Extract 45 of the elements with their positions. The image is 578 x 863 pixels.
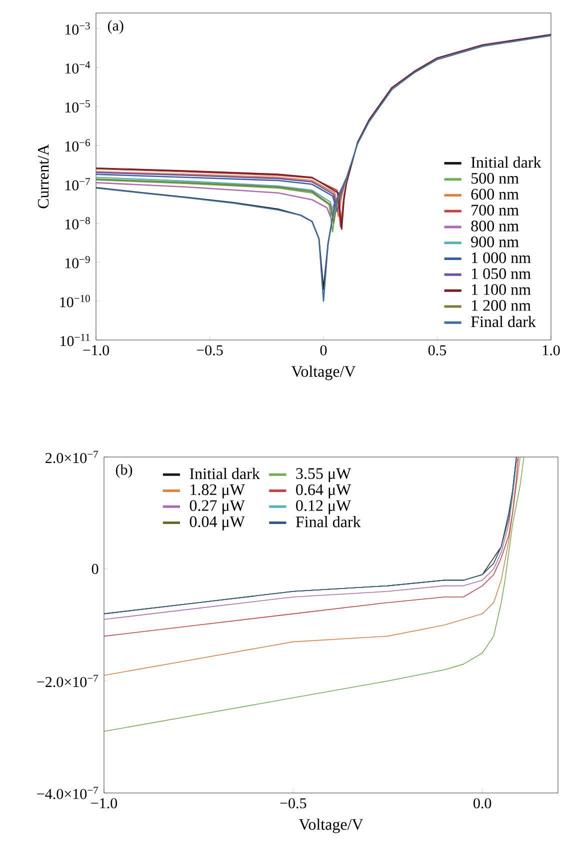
annotation: (a): [108, 20, 124, 34]
x-tick-label: 0: [320, 345, 327, 356]
legend-label: 3.55 μW: [296, 468, 352, 482]
legend-label: 1 200 nm: [472, 300, 531, 311]
legend-label: 700 nm: [472, 204, 519, 216]
x-tick-label: −1.0: [83, 345, 110, 356]
x-tick-label: −0.5: [280, 798, 306, 808]
y-tick-label: 10$^{−7}$: [65, 178, 90, 190]
x-tick-label: 1.0: [542, 345, 560, 356]
y-tick-label: 10$^{−11}$: [60, 334, 90, 346]
y-tick-label: 10$^{−4}$: [65, 61, 90, 74]
legend-label: 900 nm: [471, 236, 519, 248]
x-axis-title: Voltage/V: [291, 366, 356, 380]
legend-label: 0.27 μW: [190, 500, 245, 514]
y-tick-label: 2.0×10$^{−7}$: [46, 450, 98, 464]
legend-label: 0.12 μW: [296, 500, 352, 514]
annotation: (b): [116, 464, 132, 478]
y-tick-label: 10$^{−3}$: [65, 22, 90, 35]
y-tick-label: 10$^{−9}$: [65, 256, 90, 268]
legend-label: 1 000 nm: [472, 252, 531, 264]
y-tick-label: −2.0×10$^{−7}$: [37, 674, 98, 688]
x-tick-label: −0.5: [196, 345, 223, 356]
legend-label: 0.04 μW: [190, 516, 245, 530]
y-tick-label: 10$^{−10}$: [60, 294, 90, 308]
legend-label: 800 nm: [471, 220, 519, 232]
y-tick-label: 0: [92, 564, 98, 574]
x-tick-label: 0.5: [428, 345, 446, 356]
x-axis-title: Voltage/V: [298, 818, 364, 834]
x-tick-label: 0.0: [474, 798, 492, 808]
legend-label: Final dark: [471, 316, 536, 328]
y-tick-label: 10$^{−6}$: [65, 139, 90, 152]
legend-label: 1 050 nm: [472, 268, 531, 280]
y-tick-label: 10$^{−8}$: [65, 217, 90, 230]
y-axis-title: Current/A: [38, 144, 49, 208]
y-tick-label: 10$^{−5}$: [65, 100, 90, 112]
legend-label: Initial dark: [190, 468, 260, 480]
legend-label: 600 nm: [471, 188, 519, 200]
x-tick-label: −1.0: [91, 798, 118, 808]
legend-label: 0.64 μW: [296, 484, 352, 498]
legend-label: 1.82 μW: [190, 484, 245, 498]
y-tick-label: −4.0×10$^{−7}$: [37, 786, 98, 800]
legend-label: 1 100 nm: [472, 284, 531, 295]
legend-label: Initial dark: [471, 156, 542, 168]
legend-label: Final dark: [296, 516, 361, 528]
legend-label: 500 nm: [472, 172, 519, 184]
